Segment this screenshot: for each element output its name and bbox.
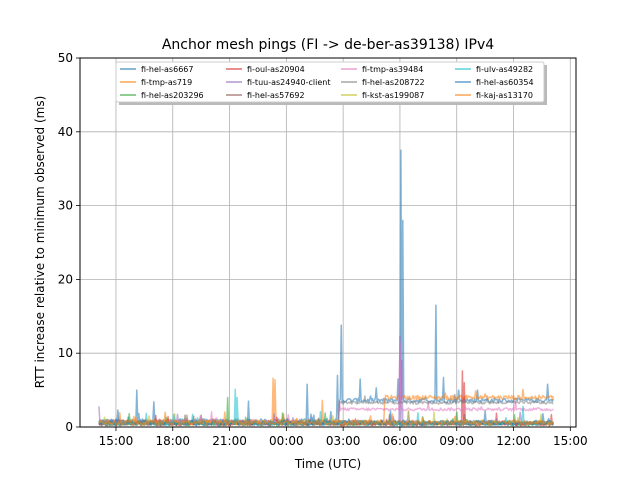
legend-entry: fi-hel-as208722 <box>362 78 425 87</box>
x-tick-label: 09:00 <box>439 434 474 448</box>
x-tick-label: 00:00 <box>269 434 304 448</box>
y-tick-label: 0 <box>65 420 73 434</box>
legend-entry: fi-tmp-as39484 <box>362 65 423 74</box>
x-tick-label: 12:00 <box>496 434 531 448</box>
x-tick-label: 15:00 <box>99 434 134 448</box>
legend-entry: fi-tuu-as24940-client <box>247 78 330 87</box>
y-tick-label: 40 <box>58 125 73 139</box>
series-line <box>98 149 554 425</box>
x-tick-label: 15:00 <box>553 434 588 448</box>
legend-entry: fi-hel-as60354 <box>476 78 534 87</box>
y-tick-label: 50 <box>58 51 73 65</box>
x-tick-label: 18:00 <box>155 434 190 448</box>
legend-entry: fi-hel-as57692 <box>247 91 305 100</box>
legend-entry: fi-kaj-as13170 <box>476 91 533 100</box>
axes: 0 10 20 30 40 50 15:00 18:00 21:00 00:00 03:00 06:0… <box>58 51 588 448</box>
plot-frame <box>79 57 577 428</box>
legend-entry: fi-tmp-as719 <box>141 78 192 87</box>
x-tick-label: 03:00 <box>326 434 361 448</box>
legend-entry: fi-kst-as199087 <box>362 91 424 100</box>
legend-entry: fi-ulv-as49282 <box>476 65 533 74</box>
series-line <box>98 399 554 426</box>
y-tick-label: 30 <box>58 199 73 213</box>
x-axis-label: Time (UTC) <box>294 457 361 471</box>
series-layer <box>98 149 555 427</box>
grid-lines <box>80 57 576 428</box>
legend: fi-hel-as6667 fi-tmp-as719 fi-hel-as203296… <box>115 61 547 105</box>
x-tick-label: 06:00 <box>383 434 418 448</box>
legend-entry: fi-hel-as203296 <box>141 91 204 100</box>
y-axis-label: RTT increase relative to minimum observe… <box>33 96 47 389</box>
legend-box <box>115 61 545 103</box>
legend-entry: fi-oul-as20904 <box>247 65 305 74</box>
y-tick-label: 10 <box>58 346 73 360</box>
chart-title: Anchor mesh pings (FI -> de-ber-as39138)… <box>162 37 494 53</box>
legend-entry: fi-hel-as6667 <box>141 65 193 74</box>
x-tick-label: 21:00 <box>212 434 247 448</box>
y-tick-label: 20 <box>58 272 73 286</box>
